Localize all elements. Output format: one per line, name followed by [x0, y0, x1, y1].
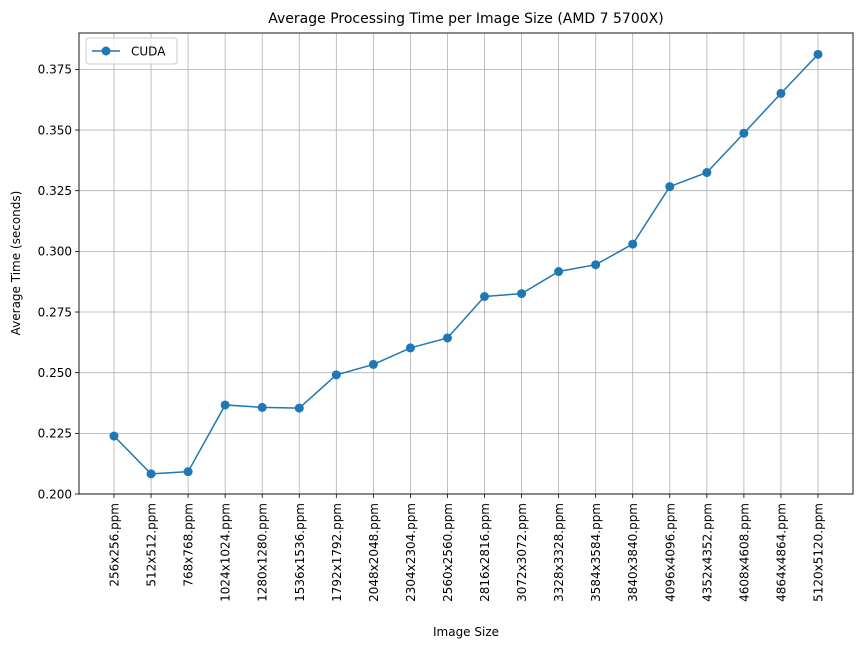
data-point	[591, 260, 601, 270]
data-point	[257, 402, 267, 412]
data-point	[480, 291, 490, 301]
x-tick-label: 4608x4608.ppm	[737, 503, 751, 602]
x-tick-label: 5120x5120.ppm	[812, 503, 826, 602]
data-point	[702, 168, 712, 178]
x-tick-label: 512x512.ppm	[145, 503, 159, 587]
x-tick-label: 4864x4864.ppm	[774, 503, 788, 602]
series-line-cuda	[113, 53, 819, 475]
y-tick-label: 0.200	[38, 487, 72, 501]
x-tick-label: 2304x2304.ppm	[404, 503, 418, 602]
x-tick-label: 3840x3840.ppm	[626, 503, 640, 602]
data-point	[220, 400, 230, 410]
x-tick-label: 4096x4096.ppm	[663, 503, 677, 602]
series-layer	[109, 49, 823, 479]
x-tick-label: 1792x1792.ppm	[330, 503, 344, 602]
data-point	[442, 333, 452, 343]
data-point	[628, 239, 638, 249]
y-axis-label: Average Time (seconds)	[9, 191, 23, 336]
plot-frame	[78, 32, 854, 495]
data-point	[368, 359, 378, 369]
x-tick-label: 1024x1024.ppm	[219, 503, 233, 602]
x-tick-label: 3072x3072.ppm	[515, 503, 529, 602]
x-axis-label: Image Size	[433, 625, 499, 639]
y-tick-label: 0.225	[38, 427, 72, 441]
y-tick-label: 0.300	[38, 245, 72, 259]
data-point	[146, 469, 156, 479]
y-tick-label: 0.275	[38, 305, 72, 319]
data-point	[813, 49, 823, 59]
x-tick-label: 256x256.ppm	[108, 503, 122, 587]
y-tick-label: 0.375	[38, 63, 72, 77]
data-point	[739, 128, 749, 138]
y-tick-label: 0.250	[38, 366, 72, 380]
chart-title: Average Processing Time per Image Size (…	[268, 11, 663, 27]
data-point	[294, 403, 304, 413]
axis-ticks: 256x256.ppm 512x512.ppm 768x768.ppm 1024x10…	[38, 63, 826, 602]
x-tick-label: 1280x1280.ppm	[256, 503, 270, 602]
data-point	[554, 267, 564, 277]
data-point	[665, 182, 675, 192]
legend-point-marker	[101, 46, 111, 56]
data-point	[776, 88, 786, 98]
x-tick-label: 4352x4352.ppm	[700, 503, 714, 602]
x-tick-label: 2816x2816.ppm	[478, 503, 492, 602]
legend-box	[85, 37, 178, 65]
x-tick-label: 2560x2560.ppm	[441, 503, 455, 602]
legend: CUDA	[85, 37, 178, 65]
data-point	[517, 289, 527, 299]
x-tick-label: 3328x3328.ppm	[552, 503, 566, 602]
y-tick-label: 0.350	[38, 123, 72, 137]
x-tick-label: 3584x3584.ppm	[589, 503, 603, 602]
data-point	[109, 431, 119, 441]
y-tick-label: 0.325	[38, 184, 72, 198]
x-tick-label: 2048x2048.ppm	[367, 503, 381, 602]
legend-label-cuda: CUDA	[131, 45, 166, 59]
data-point	[183, 467, 193, 477]
data-point	[405, 343, 415, 353]
x-tick-label: 768x768.ppm	[182, 503, 196, 587]
x-tick-label: 1536x1536.ppm	[293, 503, 307, 602]
data-point	[331, 370, 341, 380]
